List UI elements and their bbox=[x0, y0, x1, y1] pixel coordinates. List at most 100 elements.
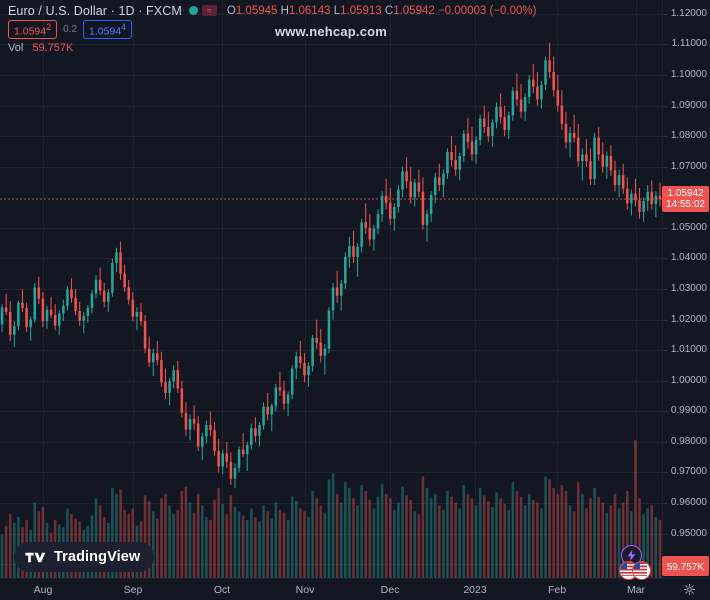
gridline-horizontal bbox=[0, 136, 662, 137]
gear-icon[interactable] bbox=[683, 583, 696, 596]
open-label: O bbox=[226, 4, 236, 17]
bid-price-main: 1.0594 bbox=[14, 25, 47, 38]
price-axis-label: 1.01000 bbox=[670, 344, 707, 356]
price-axis-label: 0.98000 bbox=[670, 435, 707, 447]
time-axis-label: 2023 bbox=[463, 584, 487, 596]
ask-price-main: 1.0594 bbox=[89, 25, 122, 38]
low-label: L bbox=[333, 4, 341, 17]
price-tick bbox=[663, 75, 668, 76]
price-axis-label: 1.04000 bbox=[670, 252, 707, 264]
gridline-horizontal bbox=[0, 320, 662, 321]
close-label: C bbox=[384, 4, 394, 17]
price-scale[interactable]: 1.05942 14:55:02 59.757K 1.12000 1.11000 1… bbox=[661, 0, 710, 578]
high-label: H bbox=[280, 4, 289, 17]
price-tick bbox=[663, 350, 668, 351]
chart-plot-area[interactable] bbox=[0, 0, 662, 578]
price-axis-label: 1.03000 bbox=[670, 283, 707, 294]
gridline-horizontal bbox=[0, 564, 662, 565]
symbol-title[interactable]: Euro / U.S. Dollar · 1D · FXCM bbox=[8, 3, 182, 18]
open-value: 1.05945 bbox=[235, 4, 278, 17]
close-value: 1.05942 bbox=[393, 4, 435, 17]
time-scale[interactable]: Aug Sep Oct Nov Dec 2023 Feb Mar bbox=[0, 578, 710, 600]
gridline-horizontal bbox=[0, 289, 662, 290]
price-tick bbox=[663, 228, 668, 229]
gridline-horizontal bbox=[0, 106, 662, 107]
gridline-horizontal bbox=[0, 381, 662, 382]
chart-legend: Euro / U.S. Dollar · 1D · FXCM ≈ O1.0594… bbox=[8, 2, 536, 19]
price-axis-label: 1.12000 bbox=[670, 7, 707, 19]
price-tick bbox=[663, 136, 668, 137]
current-price-pill[interactable]: 1.05942 14:55:02 bbox=[662, 186, 709, 213]
gridline-horizontal bbox=[0, 411, 662, 412]
candlestick-series bbox=[0, 42, 662, 578]
high-value: 1.06143 bbox=[288, 4, 331, 17]
price-tick bbox=[663, 320, 668, 321]
price-axis-label: 0.95000 bbox=[670, 527, 707, 539]
spread-value: 0.2 bbox=[63, 24, 78, 35]
current-price-value: 1.05942 bbox=[667, 188, 704, 200]
price-axis-label: 1.00000 bbox=[670, 374, 707, 386]
price-tick bbox=[663, 14, 668, 15]
ohlc-values: O1.05945 H1.06143 L1.05913 C1.05942 −0.0… bbox=[227, 5, 537, 17]
gridline-vertical bbox=[557, 0, 558, 578]
gridline-vertical bbox=[222, 0, 223, 578]
gridline-horizontal bbox=[0, 503, 662, 504]
legend-symbol-row: Euro / U.S. Dollar · 1D · FXCM ≈ O1.0594… bbox=[8, 2, 536, 19]
change-value: −0.00003 bbox=[437, 4, 487, 17]
price-axis-label: 1.07000 bbox=[670, 160, 707, 172]
price-axis-label: 1.11000 bbox=[671, 38, 707, 50]
gridline-horizontal bbox=[0, 534, 662, 535]
price-tick bbox=[663, 289, 668, 290]
ask-price-dec: 4 bbox=[121, 21, 127, 32]
gridline-horizontal bbox=[0, 442, 662, 443]
gridline-vertical bbox=[133, 0, 134, 578]
price-axis-label: 1.09000 bbox=[670, 99, 707, 111]
gridline-horizontal bbox=[0, 14, 662, 15]
gridline-vertical bbox=[475, 0, 476, 578]
time-axis-label: Nov bbox=[295, 584, 315, 596]
tradingview-logo-icon bbox=[25, 552, 46, 562]
gridline-horizontal bbox=[0, 167, 662, 168]
price-tick bbox=[663, 503, 668, 504]
price-tick bbox=[663, 258, 668, 259]
volume-legend-row: Vol 59.757K bbox=[8, 42, 73, 57]
volume-price-pill[interactable]: 59.757K bbox=[661, 556, 709, 576]
time-axis-label: Dec bbox=[380, 584, 400, 596]
change-percent: (−0.00%) bbox=[489, 4, 537, 17]
price-axis-label: 1.10000 bbox=[670, 68, 707, 80]
time-axis-label: Aug bbox=[33, 584, 53, 596]
gridline-horizontal bbox=[0, 350, 662, 351]
gridline-vertical bbox=[636, 0, 637, 578]
price-axis-label: 0.96000 bbox=[670, 497, 707, 509]
us-flag-icon[interactable] bbox=[632, 561, 651, 580]
gridline-horizontal bbox=[0, 75, 662, 76]
time-axis-label: Oct bbox=[213, 584, 231, 596]
ask-price-badge[interactable]: 1.05944 bbox=[83, 19, 133, 40]
current-price-time: 14:55:02 bbox=[666, 199, 705, 211]
price-tick bbox=[663, 381, 668, 382]
volume-pill-value: 59.757K bbox=[666, 562, 704, 573]
price-tick bbox=[663, 411, 668, 412]
low-value: 1.05913 bbox=[340, 4, 382, 17]
gridline-vertical bbox=[390, 0, 391, 578]
price-axis-label: 1.08000 bbox=[670, 130, 707, 142]
gridline-horizontal bbox=[0, 472, 662, 473]
price-axis-label: 0.97000 bbox=[670, 466, 707, 478]
price-axis-label: 0.99000 bbox=[670, 405, 707, 417]
bid-price-badge[interactable]: 1.05942 bbox=[8, 19, 58, 40]
green-dot-icon bbox=[188, 6, 198, 15]
price-tick bbox=[663, 472, 668, 473]
gridline-horizontal bbox=[0, 228, 662, 229]
tradingview-logo[interactable]: TradingView bbox=[14, 542, 155, 572]
gridline-horizontal bbox=[0, 44, 662, 45]
time-axis-label: Mar bbox=[626, 584, 646, 596]
price-tick bbox=[663, 44, 668, 45]
volume-label[interactable]: Vol bbox=[8, 42, 24, 54]
gridline-vertical bbox=[43, 0, 44, 578]
delayed-data-icon[interactable]: ≈ bbox=[201, 5, 217, 16]
chart-gridlines bbox=[0, 0, 662, 578]
time-axis-label: Sep bbox=[123, 584, 143, 596]
price-tick bbox=[663, 167, 668, 168]
bid-ask-row: 1.05942 0.2 1.05944 bbox=[8, 19, 133, 40]
